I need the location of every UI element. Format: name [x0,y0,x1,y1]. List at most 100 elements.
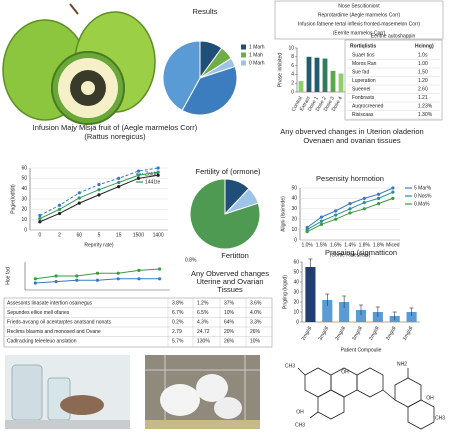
y-axis-label: Aligni (Isoimide) [280,196,286,232]
heading: Ovenaen and ovarian tissues [303,136,400,145]
point [95,271,100,275]
point [137,268,141,272]
legend-label: 1 Marh [249,44,265,50]
point [319,219,324,223]
bar [406,312,417,322]
y-tick-label: 20 [293,299,299,305]
point [77,196,81,200]
photo-lab [5,355,130,429]
header-line: (Eerrite marmelos Corr) [333,30,386,36]
point [136,176,141,180]
y-tick-label: 40 [293,279,299,285]
chart-title: Pesensity hormotion [316,174,384,183]
legend-label: 0.Ma% [414,201,430,207]
point [38,213,42,218]
point [75,278,79,282]
table-cell: 24.72 [197,329,210,335]
point [57,211,62,216]
heading: Tissues [217,285,243,294]
bar [338,73,344,92]
y-tick-label: 60 [293,259,299,265]
y-tick-label: 2 [291,81,294,87]
point [319,222,324,226]
x-tick-label: 2mg/dl [368,326,381,342]
point [376,202,381,206]
y-tick-label: 30 [293,289,299,295]
point [117,180,121,185]
point [97,188,101,192]
table-cell: Reclims blasmis and monosed and Ovane [7,329,101,335]
y-tick-label: 30 [21,196,27,202]
chart-title: Fertility of (ormone) [195,167,261,176]
point [391,196,395,200]
structure-label: CH3 [435,415,445,421]
y-tick-label: 40 [21,186,27,192]
y-tick-label: 0 [296,319,299,325]
x-axis-label: Patient Compoulie [341,347,382,353]
structure-label: OH [426,395,434,401]
legend-swatch [241,44,246,50]
legend-label: Zatde [145,171,158,177]
annotation: Fertitton [221,251,249,260]
structure-label: NH2 [397,361,407,367]
chart-title: Results [192,7,217,16]
structure-label: OH [296,409,304,415]
side-table-cell: 1.23% [418,103,433,109]
header-line: Reprotardime (Aegle marmelos Corr) [318,12,401,18]
x-tick-label: 1500 [133,232,144,238]
chemical-structure [297,367,435,430]
side-table-cell: Suaer tios [352,52,375,58]
x-tick-label: 1.0% [301,242,313,248]
legend-label: 5 Mar% [414,185,432,191]
point [77,201,81,205]
table-cell: 2.79 [172,329,182,335]
structure-label: CH3 [295,422,305,428]
x-axis-label: Reprrity rate) [84,242,114,248]
pie-slice [162,40,201,112]
x-tick-label: 3mg/dl [317,326,330,342]
side-table-cell: 1.20 [418,78,428,84]
point [334,217,338,221]
side-table-cell: 1.0s [418,52,428,58]
point [362,200,366,205]
point [116,277,120,281]
side-table-box [344,39,443,121]
point [33,277,37,281]
y-tick-label: 20 [291,217,297,223]
legend-label: 0 Nos% [414,193,432,199]
point [391,190,395,194]
table-cell: 10% [224,310,235,316]
side-table-header: Hcinng) [415,43,434,49]
x-tick-label: 5 [98,232,101,238]
side-table-cell: Sue fad [352,69,369,75]
y-tick-label: 4 [291,72,294,78]
x-tick-label: 1.8% [373,242,385,248]
point [117,185,121,189]
table-cell: 0.2% [172,320,184,326]
bar [330,70,336,92]
side-table-header: Rortiqlistis [350,43,376,49]
side-table-cell: Sueenel [352,86,370,92]
x-tick-label: 2 [58,232,61,238]
table-cell: 26% [250,329,261,335]
table-cell: 6.7% [172,310,184,316]
table-frame [3,297,273,348]
point [57,203,62,207]
fruit-illustration [2,3,156,125]
y-tick-label: 6 [291,63,294,69]
bar [339,302,350,322]
bar [355,310,367,322]
side-table-title: Eerithe autoshappin [371,33,416,39]
x-tick-label: 60 [77,232,83,238]
point [38,217,42,221]
table-cell: 3.8% [172,300,184,306]
point [33,281,37,285]
annotation: 0.8% [185,257,197,263]
heading: Uterine and Ovarian [196,277,263,286]
table-cell: 26% [224,339,235,345]
x-tick-label: 1.6% [330,242,342,248]
photo-rats [145,355,260,429]
x-tick-label: 1mg/dl [402,326,415,342]
point [391,186,395,190]
y-tick-label: 0 [24,227,27,233]
